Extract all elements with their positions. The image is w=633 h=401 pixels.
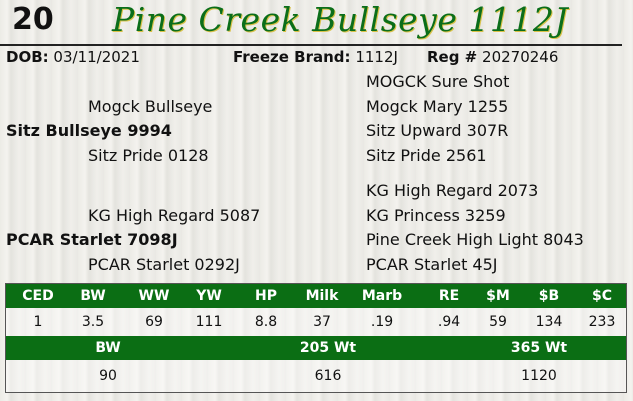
epd-value: 111 xyxy=(195,314,223,330)
lot-number: 20 xyxy=(12,2,54,37)
weight-header-row: BW 205 Wt 365 Wt xyxy=(6,336,626,360)
dam: PCAR Starlet 7098J xyxy=(6,230,178,249)
epd-header: BW xyxy=(80,288,106,304)
freeze-brand: Freeze Brand: 1112J xyxy=(233,48,398,66)
registration: Reg # 20270246 xyxy=(427,48,558,66)
dam-dam-sire: Pine Creek High Light 8043 xyxy=(366,230,584,249)
dam-sire-sire: KG High Regard 2073 xyxy=(366,181,539,200)
epd-header: YW xyxy=(196,288,222,304)
sire-dam-dam: Sitz Pride 2561 xyxy=(366,146,487,165)
epd-header: RE xyxy=(438,288,460,304)
epd-header: WW xyxy=(138,288,170,304)
sire-sire-dam: Mogck Mary 1255 xyxy=(366,97,509,116)
epd-header: Milk xyxy=(305,288,339,304)
weight-value: 90 xyxy=(99,368,117,384)
dam-sire: KG High Regard 5087 xyxy=(88,206,261,225)
epd-header: $B xyxy=(538,288,560,304)
sire: Sitz Bullseye 9994 xyxy=(6,121,172,140)
brand-label: Freeze Brand: xyxy=(233,48,351,66)
epd-value: .94 xyxy=(437,314,461,330)
epd-value: 3.5 xyxy=(81,314,105,330)
dam-sire-dam: KG Princess 3259 xyxy=(366,206,506,225)
epd-value: 134 xyxy=(535,314,563,330)
sire-sire: Mogck Bullseye xyxy=(88,97,213,116)
dam-dam: PCAR Starlet 0292J xyxy=(88,255,240,274)
reg-value: 20270246 xyxy=(482,48,559,66)
weight-value: 616 xyxy=(314,368,342,384)
epd-value: 8.8 xyxy=(254,314,278,330)
epd-value: 69 xyxy=(145,314,163,330)
weight-value-row: 90 616 1120 xyxy=(6,360,626,392)
epd-value: 233 xyxy=(588,314,616,330)
sire-dam: Sitz Pride 0128 xyxy=(88,146,209,165)
dam-dam-dam: PCAR Starlet 45J xyxy=(366,255,498,274)
sire-dam-sire: Sitz Upward 307R xyxy=(366,121,509,140)
sire-sire-sire: MOGCK Sure Shot xyxy=(366,72,510,91)
animal-name: Pine Creek Bullseye 1112J xyxy=(112,0,569,39)
performance-table: CED BW WW YW HP Milk Marb RE $M $B $C 1 3.5 69 111 8.8… xyxy=(5,283,627,393)
weight-value: 1120 xyxy=(521,368,557,384)
epd-value: .19 xyxy=(370,314,394,330)
epd-header: CED xyxy=(22,288,54,304)
epd-value-row: 1 3.5 69 111 8.8 37 .19 .94 59 134 233 xyxy=(6,308,626,336)
epd-header-row: CED BW WW YW HP Milk Marb RE $M $B $C xyxy=(6,284,626,308)
epd-value: 59 xyxy=(489,314,507,330)
dob-value: 03/11/2021 xyxy=(53,48,140,66)
dob: DOB: 03/11/2021 xyxy=(6,48,140,66)
epd-header: Marb xyxy=(361,288,403,304)
reg-label: Reg # xyxy=(427,48,478,66)
epd-header: $C xyxy=(591,288,613,304)
epd-header: $M xyxy=(486,288,510,304)
epd-value: 1 xyxy=(33,314,43,330)
brand-value: 1112J xyxy=(355,48,398,66)
epd-value: 37 xyxy=(313,314,331,330)
divider xyxy=(0,44,622,46)
weight-header: 205 Wt xyxy=(299,340,357,356)
weight-header: BW xyxy=(95,340,121,356)
weight-header: 365 Wt xyxy=(510,340,568,356)
epd-header: HP xyxy=(255,288,277,304)
dob-label: DOB: xyxy=(6,48,49,66)
